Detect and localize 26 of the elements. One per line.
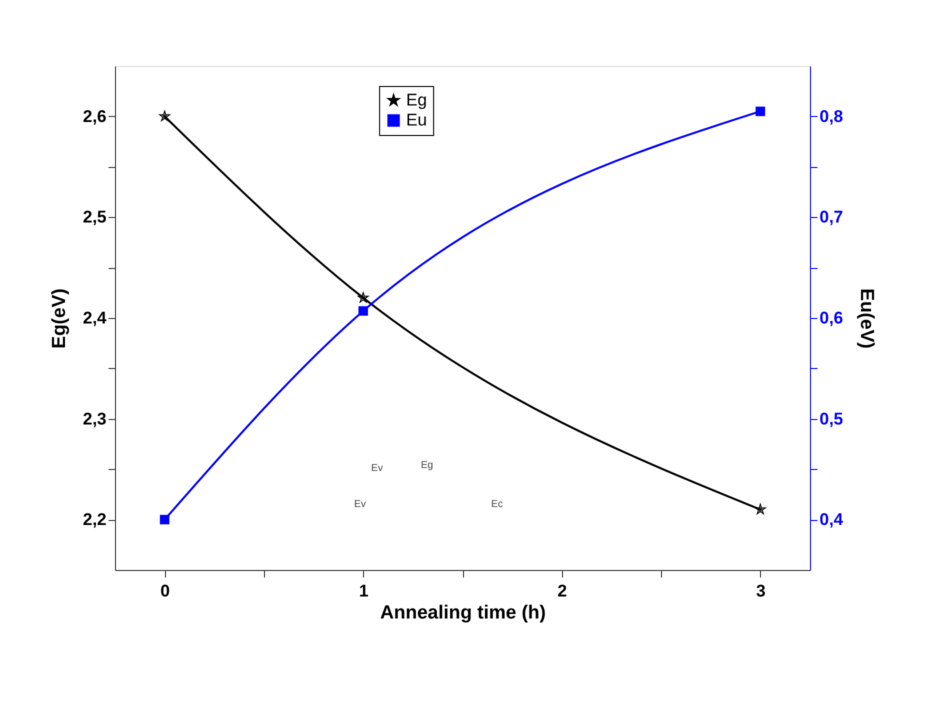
point <box>358 292 369 303</box>
y2-tick-label: 0,4 <box>820 510 844 530</box>
legend-label: Eg <box>406 90 427 110</box>
x-axis-title: Annealing time (h) <box>380 602 546 624</box>
x-tick-label: 1 <box>358 582 368 600</box>
legend-label: Eu <box>406 110 427 130</box>
y-tick-label: 2,4 <box>82 308 108 328</box>
x-tick-label: 2 <box>558 582 568 600</box>
x-tick-label: 0 <box>160 582 170 600</box>
point <box>159 110 170 122</box>
y-tick-label: 2,2 <box>82 510 106 530</box>
annotation: Eg <box>420 460 434 471</box>
y2-tick-label: 0,7 <box>820 208 844 227</box>
y2-axis-title: Eu(eV) <box>856 288 878 349</box>
y-axis-title: Eg(eV) <box>48 288 70 349</box>
y-tick-label: 2,6 <box>82 106 106 126</box>
x-tick-label: 3 <box>756 582 766 600</box>
annotation: Ev <box>354 499 366 510</box>
annotation: Ev <box>371 463 383 474</box>
y2-tick-label: 0,5 <box>820 409 844 428</box>
y-tick-label: 2,5 <box>82 208 106 227</box>
y2-tick-label: 0,6 <box>820 308 844 328</box>
point <box>754 504 766 514</box>
annotation: Ec <box>491 499 503 510</box>
y-tick-label: 2,3 <box>82 409 106 428</box>
y2-tick-label: 0,8 <box>820 106 844 126</box>
